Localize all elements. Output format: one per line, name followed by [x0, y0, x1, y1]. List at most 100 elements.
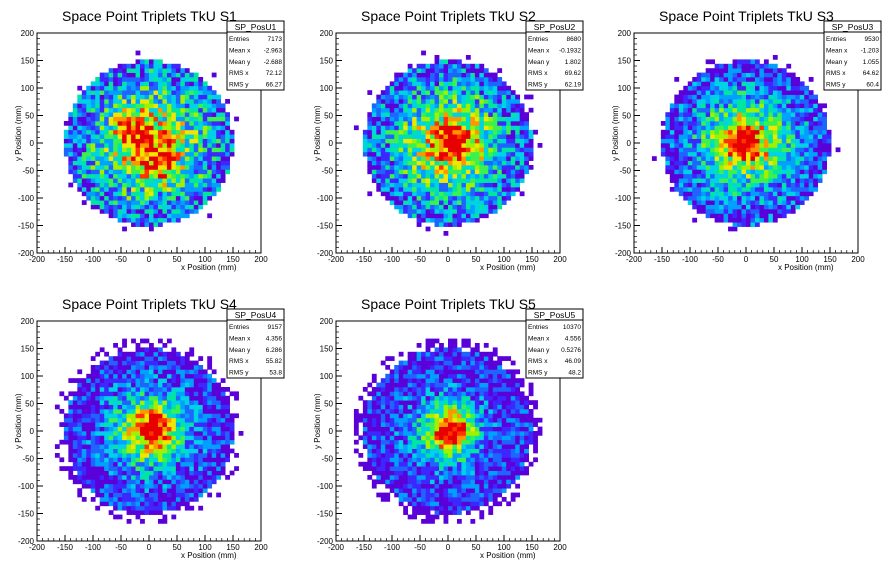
histogram-bin [515, 125, 521, 131]
histogram-bin [171, 461, 177, 467]
histogram-bin [448, 156, 453, 161]
histogram-bin [443, 182, 449, 188]
histogram-bin [216, 453, 222, 458]
histogram-bin [189, 107, 195, 113]
histogram-bin [189, 169, 195, 175]
histogram-bin [501, 178, 507, 183]
histogram-bin [719, 85, 724, 91]
histogram-bin [385, 85, 391, 91]
histogram-bin [202, 457, 208, 463]
histogram-bin [104, 165, 110, 170]
histogram-bin [95, 395, 101, 401]
histogram-bin [515, 169, 521, 175]
histogram-bin [135, 213, 141, 219]
histogram-bin [104, 492, 110, 498]
histogram-bin [68, 470, 74, 476]
histogram-bin [732, 204, 738, 210]
histogram-bin [421, 147, 426, 153]
histogram-bin [144, 129, 150, 135]
histogram-bin [385, 173, 391, 179]
histogram-bin [99, 395, 105, 401]
histogram-bin [175, 457, 181, 463]
histogram-bin [705, 200, 711, 205]
histogram-bin [669, 116, 675, 122]
histogram-bin [448, 63, 453, 69]
histogram-bin [754, 77, 760, 82]
histogram-bin [687, 173, 693, 179]
histogram-bin [202, 94, 208, 100]
histogram-bin [741, 165, 747, 170]
histogram-bin [519, 173, 525, 179]
histogram-bin [131, 165, 136, 170]
histogram-bin [728, 90, 733, 95]
histogram-bin [501, 156, 507, 161]
histogram-bin [211, 178, 217, 183]
histogram-bin [687, 85, 693, 91]
histogram-bin [759, 94, 765, 100]
histogram-bin [795, 94, 801, 100]
histogram-bin [746, 116, 751, 122]
histogram-bin [180, 129, 186, 135]
histogram-bin [171, 501, 177, 507]
histogram-bin [795, 85, 801, 91]
histogram-bin [421, 200, 426, 205]
histogram-bin [385, 169, 391, 175]
histogram-bin [714, 217, 720, 223]
histogram-bin [501, 125, 507, 131]
histogram-bin [795, 182, 801, 188]
histogram-bin [759, 129, 765, 135]
histogram-bin [674, 182, 680, 188]
histogram-bin [72, 409, 78, 414]
histogram-bin [421, 77, 426, 82]
histogram-bin [362, 143, 368, 148]
histogram-bin [456, 121, 462, 126]
histogram-bin [376, 156, 382, 161]
histogram-bin [95, 439, 101, 445]
histogram-bin [166, 112, 172, 117]
histogram-bin [768, 103, 774, 109]
histogram-bin [759, 160, 765, 166]
histogram-bin [77, 165, 83, 170]
histogram-bin [86, 382, 92, 388]
y-tick-label: -150 [18, 222, 35, 231]
histogram-bin [362, 151, 368, 157]
histogram-bin [376, 125, 382, 131]
histogram-bin [140, 151, 145, 157]
histogram-bin [180, 178, 186, 183]
histogram-bin [714, 204, 720, 210]
histogram-bin [461, 63, 467, 69]
histogram-bin [394, 195, 400, 201]
histogram-bin [81, 147, 87, 153]
histogram-bin [99, 404, 105, 410]
histogram-bin [439, 103, 444, 109]
histogram-bin [416, 165, 422, 170]
histogram-bin [376, 178, 382, 183]
histogram-bin [452, 68, 458, 73]
histogram-bin [692, 151, 698, 157]
histogram-bin [371, 143, 377, 148]
histogram-bin [737, 129, 742, 135]
histogram-bin [184, 391, 190, 397]
histogram-bin [126, 435, 132, 441]
histogram-bin [220, 422, 226, 427]
histogram-bin [211, 382, 217, 388]
histogram-bin [669, 143, 675, 148]
histogram-bin [456, 165, 462, 170]
histogram-bin [434, 94, 440, 100]
histogram-bin [479, 187, 485, 192]
histogram-bin [72, 134, 78, 139]
histogram-bin [216, 448, 222, 454]
histogram-bin [184, 369, 190, 375]
histogram-bin [687, 129, 693, 135]
histogram-bin [166, 413, 172, 419]
histogram-bin [389, 116, 395, 122]
histogram-bin [108, 435, 114, 441]
histogram-bin [687, 151, 693, 157]
histogram-bin [506, 151, 512, 157]
histogram-bin [763, 204, 769, 210]
histogram-bin [113, 182, 118, 188]
histogram-bin [750, 107, 756, 113]
histogram-bin [193, 151, 199, 157]
histogram-bin [822, 151, 827, 157]
